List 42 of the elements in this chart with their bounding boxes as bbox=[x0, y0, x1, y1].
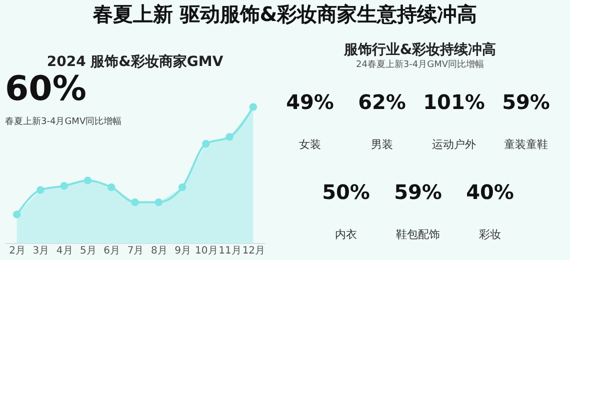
x-tick-label: 5月 bbox=[80, 246, 96, 256]
point bbox=[36, 186, 44, 194]
point bbox=[84, 176, 92, 184]
text: 59% bbox=[394, 180, 442, 204]
x-tick-label: 2月 bbox=[9, 246, 26, 256]
x-tick-label: 12月 bbox=[242, 246, 266, 256]
x-tick-label: 7月 bbox=[127, 246, 144, 256]
point bbox=[154, 198, 163, 206]
annotation: 60% bbox=[5, 69, 86, 109]
x-tick-label: 6月 bbox=[104, 246, 120, 256]
point bbox=[226, 133, 234, 141]
chart-title: 2024 服饰&彩妆商家GMV bbox=[46, 53, 224, 70]
x-tick-label: 8月 bbox=[150, 246, 168, 256]
category-label: 男装 bbox=[371, 138, 393, 151]
point bbox=[178, 183, 186, 192]
point bbox=[60, 182, 68, 190]
category-label: 内衣 bbox=[335, 228, 357, 241]
point bbox=[12, 210, 21, 218]
text: 春夏上新 驱动服饰&彩妆商家生意持续冲高 bbox=[92, 2, 478, 26]
x-tick-label: 4月 bbox=[56, 246, 73, 256]
x-tick-label: 9月 bbox=[174, 246, 191, 256]
x-tick-label: 10月 bbox=[195, 246, 218, 256]
category-label: 女装 bbox=[299, 138, 321, 151]
point bbox=[131, 198, 139, 206]
annotation: 春夏上新3-4月GMV同比增幅 bbox=[5, 116, 122, 127]
text: 101% bbox=[423, 90, 485, 114]
text: 服饰行业&彩妆持续冲高 bbox=[342, 41, 496, 58]
text: 24春夏上新3-4月GMV同比增幅 bbox=[356, 59, 484, 70]
category-label: 运动户外 bbox=[432, 138, 476, 151]
x-tick-label: 11月 bbox=[218, 246, 242, 256]
category-label: 鞋包配饰 bbox=[396, 228, 440, 241]
text: 50% bbox=[322, 180, 370, 204]
text: 59% bbox=[502, 90, 550, 114]
category-label: 彩妆 bbox=[479, 228, 501, 241]
category-label: 童装童鞋 bbox=[504, 138, 548, 151]
x-tick-label: 3月 bbox=[32, 246, 50, 256]
text: 62% bbox=[358, 90, 406, 114]
point bbox=[202, 140, 210, 148]
text: 40% bbox=[466, 180, 514, 204]
text: 49% bbox=[286, 90, 334, 114]
point bbox=[249, 103, 258, 111]
point bbox=[107, 183, 116, 192]
